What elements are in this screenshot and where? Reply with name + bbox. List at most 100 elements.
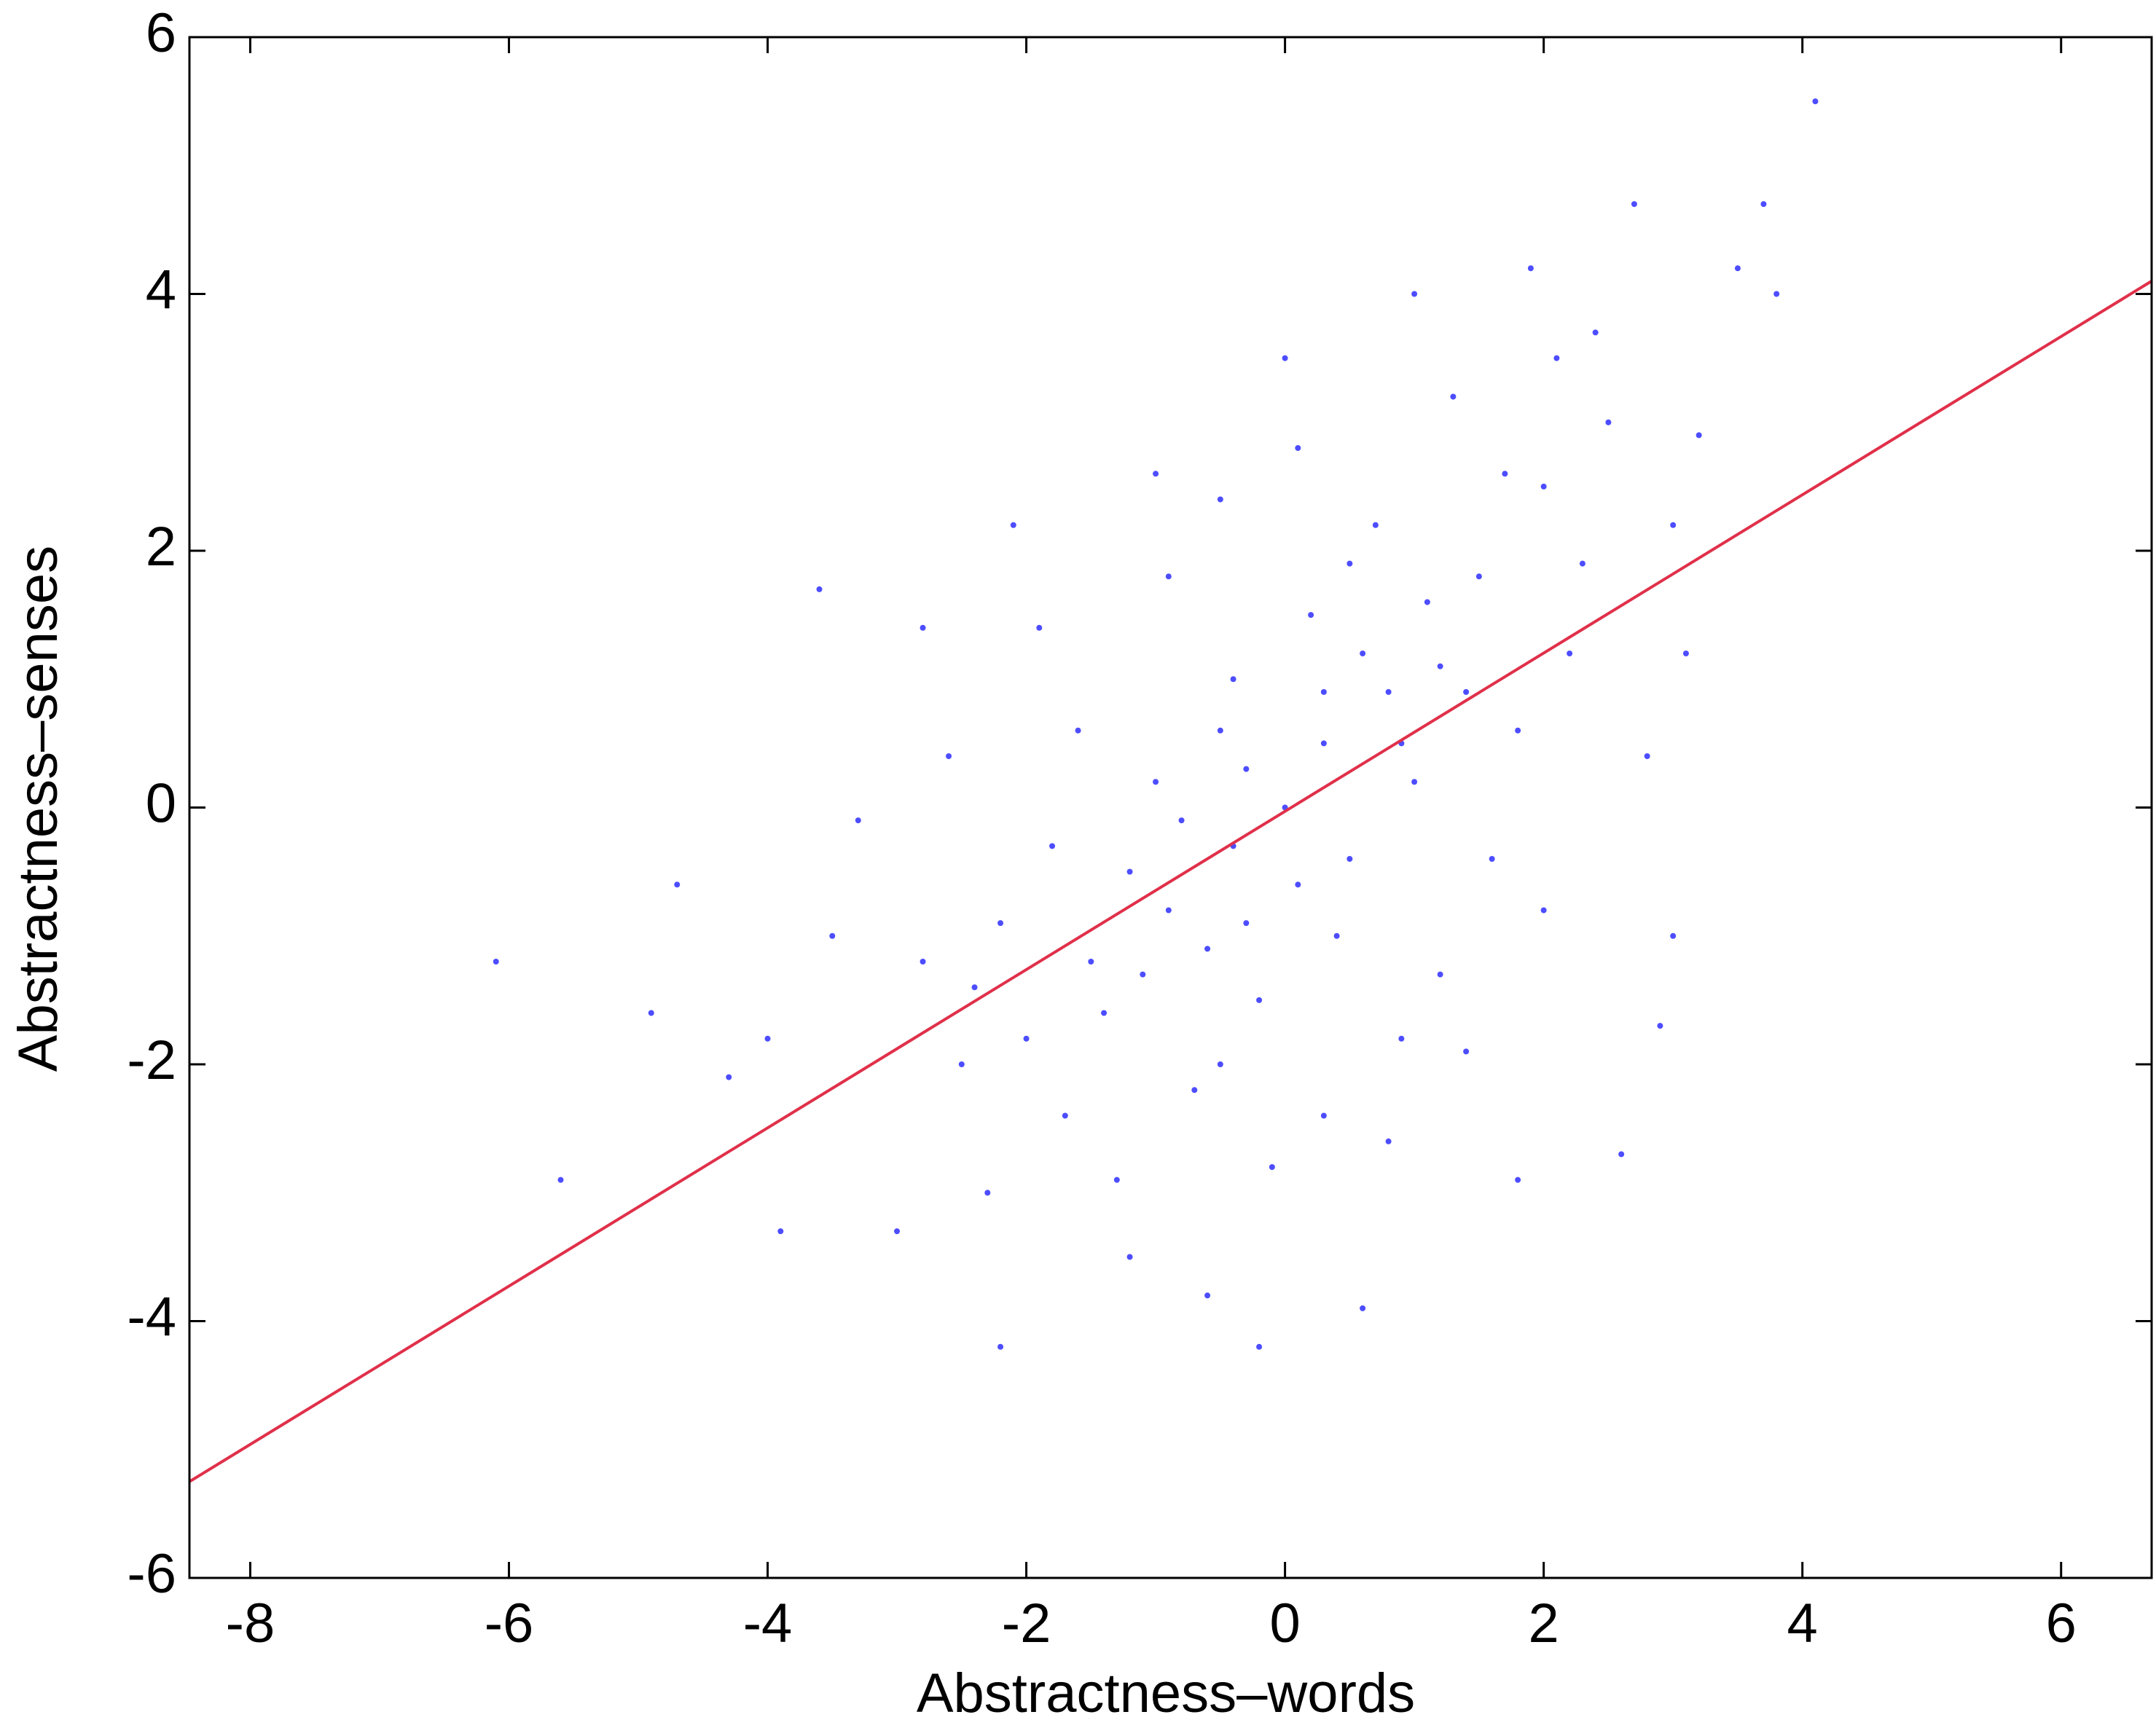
point	[1320, 740, 1327, 747]
point	[1385, 688, 1392, 695]
y-tick-label: 4	[146, 259, 176, 321]
point	[1527, 265, 1534, 272]
point	[1088, 959, 1094, 965]
point	[1010, 522, 1016, 528]
point	[1049, 843, 1056, 849]
x-tick-label: -6	[485, 1592, 534, 1654]
point	[1320, 1112, 1327, 1119]
point	[493, 959, 499, 965]
point	[920, 959, 926, 965]
point	[1592, 329, 1599, 336]
point	[1463, 1048, 1470, 1055]
point	[984, 1190, 991, 1196]
point	[726, 1074, 732, 1080]
point	[971, 984, 978, 991]
point	[1644, 753, 1650, 759]
point	[1256, 997, 1263, 1003]
y-tick-label: 6	[146, 2, 176, 64]
point	[1515, 727, 1521, 734]
y-tick-label: 0	[146, 773, 176, 835]
y-tick-label: 2	[146, 516, 176, 578]
point	[1153, 779, 1159, 785]
point	[1333, 932, 1340, 939]
point	[1360, 651, 1366, 656]
point	[1385, 1138, 1392, 1144]
point	[1165, 573, 1172, 580]
point	[946, 753, 952, 759]
point	[1540, 483, 1547, 490]
point	[777, 1228, 784, 1235]
point	[1605, 419, 1612, 425]
point	[855, 817, 861, 824]
point	[1734, 265, 1741, 272]
point	[1682, 651, 1689, 656]
point	[1579, 560, 1585, 567]
point	[1346, 856, 1353, 862]
point	[997, 1343, 1004, 1350]
fit-line	[188, 280, 2153, 1483]
point	[1812, 98, 1819, 105]
point	[1424, 599, 1430, 605]
point	[1489, 856, 1495, 862]
point	[1126, 1254, 1133, 1260]
point	[1475, 573, 1482, 580]
point	[1760, 201, 1767, 208]
point	[1618, 1151, 1625, 1158]
point	[1450, 393, 1457, 400]
point	[1398, 1035, 1405, 1042]
point	[1670, 932, 1677, 939]
point	[1515, 1177, 1521, 1183]
point	[1217, 1061, 1223, 1067]
point	[1178, 817, 1185, 824]
point	[1320, 688, 1327, 695]
x-tick-label: 0	[1269, 1592, 1300, 1654]
point	[1036, 624, 1043, 631]
point	[1217, 727, 1223, 734]
point	[1165, 907, 1172, 914]
point	[1670, 522, 1677, 528]
point	[1243, 920, 1250, 927]
point	[1204, 1292, 1211, 1299]
point	[1191, 1087, 1198, 1093]
point	[997, 920, 1004, 927]
point	[816, 586, 823, 592]
point	[829, 932, 836, 939]
point	[920, 624, 926, 631]
x-tick-label: -8	[226, 1592, 275, 1654]
point	[1101, 1010, 1108, 1016]
point	[958, 1061, 965, 1067]
y-tick-label: -6	[127, 1543, 176, 1605]
x-tick-label: 2	[1529, 1592, 1559, 1654]
point	[1696, 432, 1702, 439]
plot-frame	[188, 36, 2153, 1579]
x-tick-label: 6	[2046, 1592, 2077, 1654]
point	[1126, 868, 1133, 875]
point	[1773, 291, 1780, 297]
point	[1075, 727, 1081, 734]
point	[1463, 688, 1470, 695]
point	[1567, 651, 1573, 656]
point	[1372, 522, 1379, 528]
point	[1502, 471, 1508, 477]
point	[1230, 676, 1236, 683]
x-axis-label: Abstractness–words	[917, 1662, 1415, 1724]
y-tick-label: -4	[127, 1287, 176, 1348]
point	[1204, 946, 1211, 952]
point	[1256, 1343, 1263, 1350]
point	[648, 1010, 654, 1016]
point	[1295, 445, 1301, 451]
point	[1540, 907, 1547, 914]
y-axis-label: Abstractness–senses	[7, 546, 69, 1072]
point	[674, 881, 681, 888]
point	[1243, 766, 1250, 772]
point	[1437, 971, 1443, 978]
point	[1657, 1023, 1663, 1029]
point	[1631, 201, 1637, 208]
point	[1269, 1164, 1275, 1170]
point	[557, 1177, 564, 1183]
point	[1360, 1305, 1366, 1311]
point	[1411, 779, 1418, 785]
point	[1153, 471, 1159, 477]
point	[1062, 1112, 1068, 1119]
point	[1437, 663, 1443, 669]
